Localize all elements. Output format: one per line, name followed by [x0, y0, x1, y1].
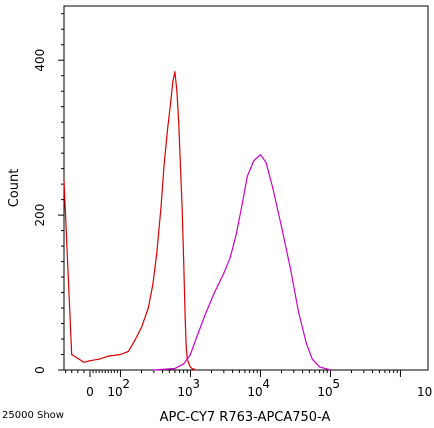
- histogram-series-1-bin: [174, 71, 176, 73]
- histogram-series-2-bin: [253, 160, 255, 162]
- histogram-series-2-bin: [290, 268, 292, 270]
- x-tick-label-exponent: 2: [122, 377, 130, 391]
- histogram-series-1-bin: [160, 206, 162, 208]
- y-tick-label: 0: [33, 366, 47, 374]
- histogram-series-2-bin: [174, 367, 176, 370]
- histogram-series-1-bin: [178, 121, 180, 123]
- x-tick-label-base: 10: [317, 385, 332, 399]
- histogram-series-1-bin: [71, 353, 73, 356]
- histogram-series-2-bin: [311, 358, 313, 360]
- histogram-series-1-bin: [189, 366, 191, 368]
- histogram-series-1-bin: [188, 363, 190, 365]
- histogram-series-1-bin: [179, 164, 181, 166]
- histogram-series-1-bin: [127, 350, 129, 352]
- histogram-series-1-bin: [134, 340, 136, 342]
- histogram-series-2-line: [153, 154, 331, 371]
- histogram-series-2-bin: [280, 226, 283, 228]
- histogram-series-2-bin: [183, 363, 185, 365]
- histogram-series-1-bin: [176, 90, 178, 92]
- y-axis-title: Count: [7, 169, 22, 208]
- y-tick-label: 400: [33, 49, 47, 72]
- histogram-series-1-bin: [107, 355, 109, 357]
- histogram-series-2-bin: [272, 187, 274, 189]
- histogram-series-1-bin: [119, 353, 121, 356]
- histogram-series-1-bin: [166, 129, 169, 131]
- x-tick-label-base: 10: [107, 385, 122, 399]
- x-tick-label-exponent: 4: [262, 377, 270, 391]
- histogram-series-2-bin: [223, 272, 225, 274]
- x-tick-label-base: 10: [177, 385, 192, 399]
- x-axis-title: APC-CY7 R763-APCA750-A: [160, 410, 331, 425]
- histogram-series-1-bin: [191, 367, 193, 370]
- histogram-series-1-bin: [163, 164, 165, 166]
- histogram-series-2-bin: [204, 315, 206, 317]
- histogram-series-2-bin: [153, 369, 155, 371]
- histogram-series-1-bin: [195, 369, 197, 371]
- x-tick-label-exponent: 5: [332, 377, 340, 391]
- y-axis: 0 200 400: [33, 13, 64, 374]
- histogram-series-2-bin: [235, 233, 237, 236]
- histogram-series-2-bin: [329, 369, 331, 371]
- x-tick-label-exponent: 3: [192, 377, 200, 391]
- x-tick-label-base: 10: [247, 385, 262, 399]
- histogram-series-1-bin: [156, 253, 158, 255]
- histogram-series-2-bin: [297, 311, 300, 313]
- histogram-series-1-bin: [83, 361, 85, 363]
- histogram-series-2-bin: [195, 338, 197, 340]
- histogram-series-2-bin: [259, 154, 261, 156]
- histogram-series-2-bin: [241, 202, 243, 205]
- histogram-series-2-bin: [189, 353, 191, 356]
- histogram-series-2-bin: [213, 292, 215, 294]
- histogram-series-1-bin: [152, 284, 154, 286]
- histogram-series-2-bin: [246, 175, 248, 177]
- histogram-series-1-bin: [140, 326, 143, 328]
- histogram-series-2-bin: [319, 366, 321, 368]
- histogram-series-1-bin: [172, 81, 174, 83]
- histogram-series-1-bin: [63, 179, 65, 181]
- histogram-series-1-bin: [184, 315, 186, 317]
- x-tick-label-base: 10: [417, 385, 432, 399]
- corner-footnote: 25000 Show: [2, 410, 64, 421]
- histogram-series-1-bin: [170, 102, 172, 104]
- histogram-series-2-bin: [305, 342, 307, 344]
- histogram-series-1-bin: [89, 360, 91, 362]
- histogram-series-2-bin: [186, 358, 188, 360]
- histogram-series-2-bin: [265, 161, 267, 163]
- histogram-series-1-bin: [181, 206, 183, 208]
- series-layer: [63, 71, 331, 371]
- histogram-series-1-bin: [183, 261, 185, 263]
- y-tick-label: 200: [33, 204, 47, 227]
- histogram-series-1-bin: [185, 346, 187, 348]
- histogram-series-2-bin: [229, 257, 231, 259]
- x-tick-label-zero: 0: [86, 385, 94, 399]
- histogram-series-1-bin: [147, 307, 149, 309]
- plot-frame: [63, 5, 429, 371]
- histogram-series-1-bin: [98, 358, 100, 360]
